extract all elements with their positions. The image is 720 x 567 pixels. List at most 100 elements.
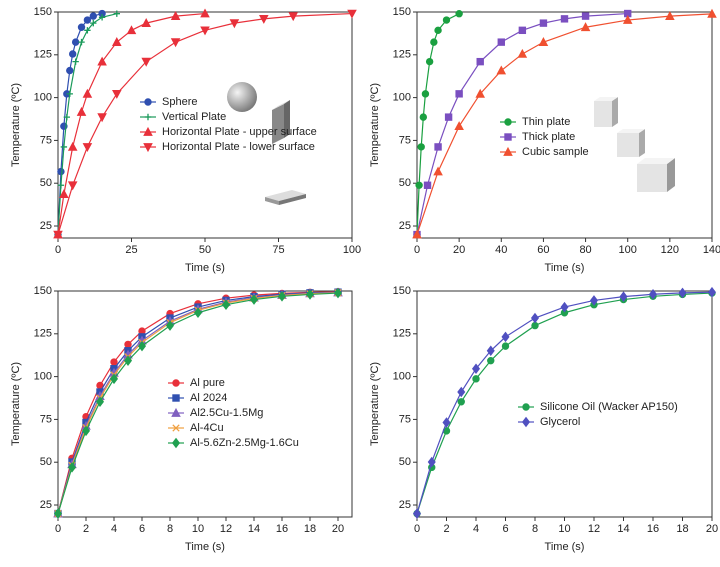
marker xyxy=(442,16,451,24)
marker xyxy=(95,396,105,408)
marker xyxy=(67,462,77,473)
y-tick-label: 100 xyxy=(393,371,411,383)
marker xyxy=(560,301,569,313)
y-tick-label: 25 xyxy=(40,220,52,232)
marker xyxy=(221,299,231,310)
marker xyxy=(97,113,107,123)
marker xyxy=(63,113,71,121)
x-tick-label: 50 xyxy=(199,244,211,256)
marker xyxy=(53,508,63,519)
x-tick-label: 20 xyxy=(453,244,465,256)
marker xyxy=(77,23,86,31)
marker xyxy=(486,345,495,357)
marker xyxy=(678,287,687,299)
marker xyxy=(97,56,107,66)
marker xyxy=(472,375,480,383)
y-tick-label: 75 xyxy=(40,413,52,425)
series-line xyxy=(57,291,339,514)
marker xyxy=(81,425,91,437)
series-line xyxy=(57,291,339,514)
marker xyxy=(112,89,122,99)
legend-marker xyxy=(171,407,181,417)
marker xyxy=(82,143,93,152)
marker xyxy=(83,16,92,24)
marker xyxy=(501,342,510,350)
marker xyxy=(471,363,481,375)
x-tick-label: 100 xyxy=(343,244,361,256)
series-line xyxy=(57,12,353,235)
marker xyxy=(581,12,590,20)
marker xyxy=(444,113,453,121)
marker xyxy=(82,88,93,98)
marker xyxy=(249,294,259,305)
y-tick-label: 100 xyxy=(34,92,52,104)
y-tick-label: 75 xyxy=(399,413,411,425)
marker xyxy=(333,287,343,299)
marker xyxy=(538,37,549,46)
y-tick-label: 125 xyxy=(34,328,52,340)
legend-label: Al-4Cu xyxy=(190,422,224,434)
plot-frame xyxy=(57,290,353,518)
marker xyxy=(123,355,133,366)
y-axis-label: Temperature (ºC) xyxy=(369,362,381,446)
y-tick-label: 150 xyxy=(34,285,52,297)
legend-marker xyxy=(144,113,152,121)
legend-marker xyxy=(143,126,153,136)
x-tick-label: 40 xyxy=(495,244,507,256)
x-tick-label: 6 xyxy=(502,523,508,535)
marker xyxy=(412,508,422,519)
y-tick-label: 125 xyxy=(393,49,411,61)
x-tick-label: 75 xyxy=(272,244,284,256)
legend-label: Thin plate xyxy=(522,116,570,128)
y-tick-label: 125 xyxy=(393,328,411,340)
y-tick-label: 75 xyxy=(40,134,52,146)
y-tick-label: 100 xyxy=(393,92,411,104)
x-tick-label: 16 xyxy=(647,523,659,535)
marker xyxy=(113,10,120,17)
marker xyxy=(67,181,78,191)
legend-label: Cubic sample xyxy=(522,146,589,158)
marker xyxy=(430,38,438,46)
legend-label: Sphere xyxy=(162,96,197,108)
x-tick-label: 4 xyxy=(111,523,117,535)
y-tick-label: 150 xyxy=(393,285,411,297)
marker xyxy=(89,12,97,20)
marker xyxy=(427,456,436,468)
marker xyxy=(423,181,432,189)
marker xyxy=(110,358,118,366)
marker xyxy=(412,229,422,239)
y-tick-label: 25 xyxy=(40,499,52,511)
marker xyxy=(137,340,147,352)
marker xyxy=(90,19,97,27)
marker xyxy=(622,14,633,24)
marker xyxy=(487,356,495,365)
plot-frame xyxy=(416,11,713,239)
marker xyxy=(476,57,484,66)
x-tick-label: 100 xyxy=(619,244,637,256)
marker xyxy=(165,320,175,331)
marker xyxy=(53,230,63,240)
marker xyxy=(497,38,505,46)
legend-marker xyxy=(172,394,180,402)
x-tick-label: 20 xyxy=(706,523,718,535)
x-axis-label: Time (s) xyxy=(185,262,225,274)
marker xyxy=(530,312,540,324)
legend-marker xyxy=(143,143,153,153)
legend-marker xyxy=(144,98,152,106)
marker xyxy=(59,189,69,199)
legend-marker xyxy=(171,437,181,449)
marker xyxy=(421,90,430,98)
marker xyxy=(419,113,428,121)
marker xyxy=(141,18,151,27)
y-tick-label: 100 xyxy=(34,371,52,383)
x-tick-label: 18 xyxy=(304,523,316,535)
marker xyxy=(580,22,591,32)
y-tick-label: 150 xyxy=(34,6,52,18)
y-tick-label: 150 xyxy=(393,6,411,18)
y-tick-label: 50 xyxy=(399,177,411,189)
x-tick-label: 12 xyxy=(220,523,232,535)
legend-label: Al-5.6Zn-2.5Mg-1.6Cu xyxy=(190,437,299,449)
marker xyxy=(66,90,73,98)
x-axis-label: Time (s) xyxy=(545,262,585,274)
marker xyxy=(60,143,68,151)
